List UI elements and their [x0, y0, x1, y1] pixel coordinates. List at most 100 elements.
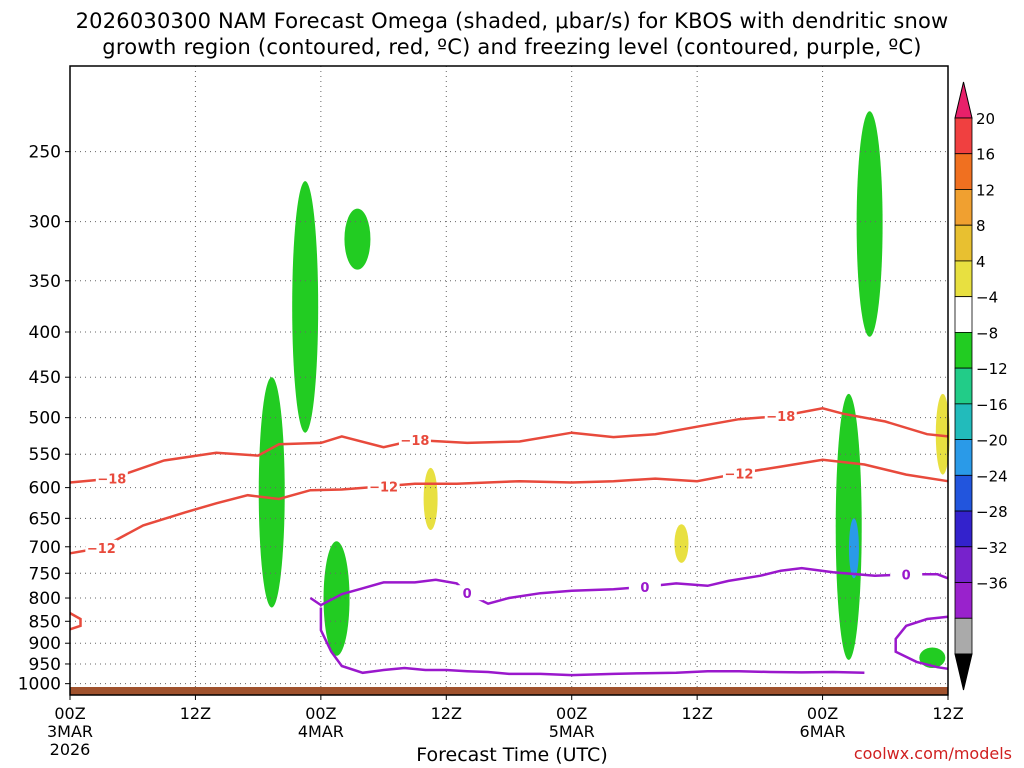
omega-shaded-region	[674, 524, 689, 563]
contour-label-bg	[367, 478, 400, 494]
x-tick-year: 2026	[50, 740, 91, 759]
y-axis: 2503003504004505005506006507007508008509…	[18, 143, 70, 695]
y-tick-label: 600	[29, 479, 61, 499]
colorbar-bottom-arrow	[954, 653, 973, 691]
source-credit: coolwx.com/models	[853, 744, 1012, 763]
x-tick-label: 12Z	[681, 704, 712, 723]
contour-label-bg	[451, 585, 484, 601]
contour-label: −12	[369, 480, 398, 495]
omega-shaded-region	[835, 393, 862, 660]
colorbar-swatch	[954, 260, 973, 298]
contour-label: 0	[640, 581, 649, 596]
contour-label: −18	[97, 473, 126, 488]
contour-line	[69, 458, 949, 555]
y-tick-label: 950	[29, 655, 61, 675]
colorbar-swatch	[954, 367, 973, 405]
omega-shaded-region	[258, 377, 285, 608]
omega-shaded-region	[856, 111, 883, 337]
grid-layer	[69, 66, 949, 695]
colorbar-swatch	[954, 510, 973, 548]
colorbar-swatch	[954, 296, 973, 333]
omega-shaded-region	[848, 518, 859, 579]
y-tick-label: 450	[29, 368, 61, 388]
y-tick-label: 750	[29, 564, 61, 584]
contour-label-bg	[95, 470, 128, 486]
colorbar-swatch	[954, 117, 973, 155]
omega-shaded-region	[423, 467, 438, 530]
colorbar-label: 4	[976, 253, 986, 271]
colorbar-label: −8	[976, 324, 998, 342]
contour-label-bg	[890, 566, 923, 582]
colorbar-swatch	[954, 546, 973, 583]
omega-shading-layer	[258, 111, 950, 668]
contour-label-bg	[722, 465, 755, 481]
x-tick-date: 5MAR	[549, 722, 595, 741]
colorbar-swatch	[954, 153, 973, 190]
y-tick-label: 300	[29, 213, 61, 233]
contour-label: 0	[902, 568, 911, 583]
colorbar-label: 20	[976, 110, 995, 128]
contour-label: −18	[766, 410, 795, 425]
colorbar-swatch	[954, 224, 973, 262]
y-tick-label: 400	[29, 323, 61, 343]
x-tick-label: 12Z	[431, 704, 462, 723]
x-tick-date: 3MAR	[47, 722, 93, 741]
contour-line	[319, 607, 865, 677]
colorbar-swatch	[954, 403, 973, 441]
y-tick-label: 650	[29, 509, 61, 529]
plot-frame	[69, 65, 949, 696]
x-axis-title: Forecast Time (UTC)	[416, 744, 608, 766]
contour-label-bg	[398, 432, 431, 448]
colorbar-label: −24	[976, 467, 1008, 485]
colorbar-swatch	[954, 331, 973, 369]
omega-shaded-region	[323, 541, 350, 656]
omega-shaded-region	[919, 647, 946, 668]
contour-line	[309, 566, 949, 607]
omega-colorbar: 20 16 12 8 4 −4 −8 −12 −16 −20 −24 −28 −32 −36	[954, 81, 1008, 691]
contour-layer: −18 −18 −18 −12 −12 −12 0 0 0	[69, 407, 949, 677]
colorbar-label: −12	[976, 360, 1008, 378]
colorbar-label: 8	[976, 217, 986, 235]
omega-shaded-region	[344, 208, 371, 270]
y-tick-label: 800	[29, 589, 61, 609]
x-tick-label: 00Z	[556, 704, 587, 723]
colorbar-label: −20	[976, 432, 1008, 450]
x-tick-date: 4MAR	[298, 722, 344, 741]
contour-label: −12	[87, 542, 116, 557]
x-tick-label: 00Z	[305, 704, 336, 723]
omega-shaded-region	[292, 181, 319, 433]
y-tick-label: 850	[29, 612, 61, 632]
contour-label-bg	[764, 408, 797, 424]
chart-title: 2026030300 NAM Forecast Omega (shaded, μ…	[0, 8, 1024, 60]
colorbar-top-arrow	[954, 81, 973, 119]
contour-line	[894, 615, 949, 671]
x-tick-label: 12Z	[932, 704, 963, 723]
contour-line	[69, 407, 949, 484]
y-tick-label: 700	[29, 538, 61, 558]
x-tick-label: 00Z	[54, 704, 85, 723]
colorbar-label: −16	[976, 396, 1008, 414]
contour-label-bg	[628, 578, 661, 594]
y-tick-label: 550	[29, 445, 61, 465]
colorbar-label: 12	[976, 181, 995, 199]
colorbar-label: 16	[976, 146, 995, 164]
contour-label: 0	[463, 587, 472, 602]
colorbar-swatch	[954, 474, 973, 512]
y-tick-label: 350	[29, 272, 61, 292]
y-tick-label: 900	[29, 634, 61, 654]
ground-terrain-bar	[70, 687, 948, 695]
x-tick-date: 6MAR	[800, 722, 846, 741]
colorbar-label: −4	[976, 289, 998, 307]
contour-label-bg	[85, 539, 118, 555]
colorbar-label: −32	[976, 539, 1008, 557]
colorbar-label: −28	[976, 503, 1008, 521]
y-tick-label: 250	[29, 143, 61, 163]
colorbar-swatch	[954, 617, 973, 655]
x-tick-label: 00Z	[807, 704, 838, 723]
colorbar-swatch	[954, 189, 973, 226]
omega-shaded-region	[935, 393, 950, 475]
contour-label: −12	[724, 467, 753, 482]
chart-title-line-1: 2026030300 NAM Forecast Omega (shaded, μ…	[75, 9, 949, 33]
